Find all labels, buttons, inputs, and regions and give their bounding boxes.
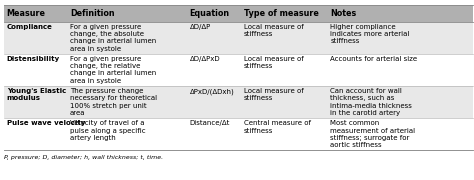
Text: Notes: Notes	[330, 8, 356, 18]
Text: Pulse wave velocity: Pulse wave velocity	[7, 120, 85, 126]
Text: The pressure change
necessary for theoretical
100% stretch per unit
area: The pressure change necessary for theore…	[70, 88, 157, 116]
Bar	[4, 118, 473, 150]
Bar	[4, 22, 473, 54]
Text: Local measure of
stiffness: Local measure of stiffness	[244, 56, 303, 69]
Text: Accounts for arterial size: Accounts for arterial size	[330, 56, 418, 62]
Bar	[4, 4, 473, 22]
Text: ΔD/ΔPxD: ΔD/ΔPxD	[190, 56, 220, 62]
Text: Central measure of
stiffness: Central measure of stiffness	[244, 120, 310, 134]
Text: Young's Elastic
modulus: Young's Elastic modulus	[7, 88, 66, 101]
Text: Equation: Equation	[190, 8, 230, 18]
Text: ΔD/ΔP: ΔD/ΔP	[190, 24, 211, 30]
Text: Can account for wall
thickness, such as
intima-media thickness
in the carotid ar: Can account for wall thickness, such as …	[330, 88, 412, 116]
Text: Local measure of
stiffness: Local measure of stiffness	[244, 24, 303, 37]
Text: For a given pressure
change, the absolute
change in arterial lumen
area in systo: For a given pressure change, the absolut…	[70, 24, 156, 51]
Text: P, pressure; D, diameter; h, wall thickness; t, time.: P, pressure; D, diameter; h, wall thickn…	[4, 155, 163, 160]
Text: Type of measure: Type of measure	[244, 8, 319, 18]
Text: Measure: Measure	[7, 8, 46, 18]
Text: For a given pressure
change, the relative
change in arterial lumen
area in systo: For a given pressure change, the relativ…	[70, 56, 156, 84]
Text: Distance/Δt: Distance/Δt	[190, 120, 230, 126]
Text: Compliance: Compliance	[7, 24, 53, 30]
Text: Distensibility: Distensibility	[7, 56, 60, 62]
Text: Velocity of travel of a
pulse along a specific
artery length: Velocity of travel of a pulse along a sp…	[70, 120, 146, 141]
Text: Most common
measurement of arterial
stiffness; surrogate for
aortic stiffness: Most common measurement of arterial stif…	[330, 120, 416, 148]
Text: Higher compliance
indicates more arterial
stiffness: Higher compliance indicates more arteria…	[330, 24, 410, 44]
Text: Local measure of
stiffness: Local measure of stiffness	[244, 88, 303, 101]
Bar	[4, 54, 473, 86]
Text: ΔPxD/(ΔDxh): ΔPxD/(ΔDxh)	[190, 88, 235, 95]
Text: Definition: Definition	[70, 8, 115, 18]
Bar	[4, 86, 473, 118]
